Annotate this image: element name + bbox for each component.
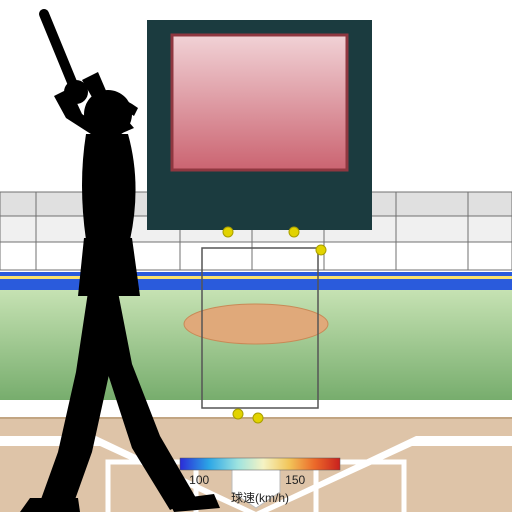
- colorbar-tick-0: 100: [189, 473, 209, 487]
- pitch-marker-3: [233, 409, 243, 419]
- torso: [82, 134, 136, 240]
- outfield-wall: [0, 272, 512, 290]
- scoreboard-screen: [172, 35, 347, 170]
- pitch-marker-4: [253, 413, 263, 423]
- pitch-marker-1: [289, 227, 299, 237]
- hands: [64, 80, 88, 104]
- pitch-marker-2: [316, 245, 326, 255]
- stands-row-2: [0, 242, 512, 270]
- colorbar-tick-1: 150: [285, 473, 305, 487]
- pitch-marker-0: [223, 227, 233, 237]
- colorbar: [180, 458, 340, 470]
- outfield-wall-stripe: [0, 276, 512, 279]
- colorbar-label: 球速(km/h): [231, 491, 289, 505]
- pitchers-mound: [184, 304, 328, 344]
- front-foot: [20, 498, 80, 512]
- hips: [78, 238, 140, 296]
